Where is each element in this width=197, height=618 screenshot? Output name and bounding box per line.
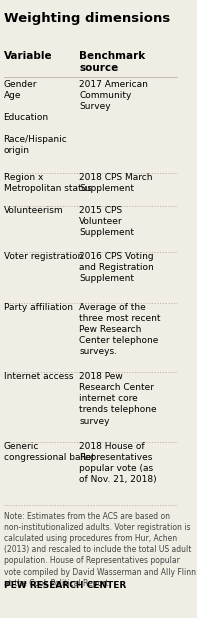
Text: PEW RESEARCH CENTER: PEW RESEARCH CENTER (4, 581, 126, 590)
Text: 2017 American
Community
Survey: 2017 American Community Survey (79, 80, 148, 111)
Text: 2018 House of
Representatives
popular vote (as
of Nov. 21, 2018): 2018 House of Representatives popular vo… (79, 441, 157, 484)
Text: Volunteerism: Volunteerism (4, 206, 63, 215)
Text: Weighting dimensions: Weighting dimensions (4, 12, 170, 25)
Text: Region x
Metropolitan status: Region x Metropolitan status (4, 173, 92, 193)
Text: 2016 CPS Voting
and Registration
Supplement: 2016 CPS Voting and Registration Supplem… (79, 252, 154, 282)
Text: Benchmark
source: Benchmark source (79, 51, 146, 73)
Text: Note: Estimates from the ACS are based on non-institutionalized adults. Voter re: Note: Estimates from the ACS are based o… (4, 512, 196, 588)
Text: 2018 Pew
Research Center
internet core
trends telephone
survey: 2018 Pew Research Center internet core t… (79, 372, 157, 426)
Text: Voter registration: Voter registration (4, 252, 83, 261)
Text: Average of the
three most recent
Pew Research
Center telephone
surveys.: Average of the three most recent Pew Res… (79, 303, 161, 356)
Text: Generic
congressional ballot: Generic congressional ballot (4, 441, 95, 462)
Text: 2015 CPS
Volunteer
Supplement: 2015 CPS Volunteer Supplement (79, 206, 134, 237)
Text: Internet access: Internet access (4, 372, 73, 381)
Text: 2018 CPS March
Supplement: 2018 CPS March Supplement (79, 173, 153, 193)
Text: Party affiliation: Party affiliation (4, 303, 73, 312)
Text: Variable: Variable (4, 51, 52, 61)
Text: Gender
Age

Education

Race/Hispanic
origin: Gender Age Education Race/Hispanic origi… (4, 80, 67, 155)
